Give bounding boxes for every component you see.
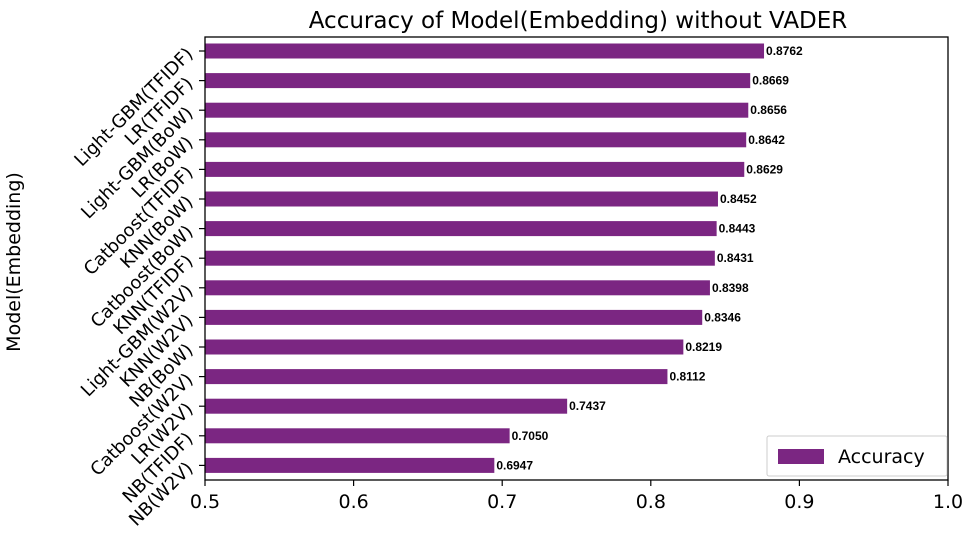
x-axis-ticks: 0.5 0.6 0.7 0.8 0.9 1.0 [190, 480, 963, 513]
chart-title: Accuracy of Model(Embedding) without VAD… [309, 8, 848, 34]
bar [205, 250, 715, 266]
bar [205, 457, 495, 473]
data-label: 0.8669 [752, 74, 789, 88]
data-label: 0.8642 [748, 133, 785, 147]
bar [205, 73, 751, 89]
y-axis-label: Model(Embedding) [3, 172, 25, 352]
legend: Accuracy [766, 435, 948, 477]
data-label: 0.8431 [717, 251, 754, 265]
legend-box [766, 435, 948, 477]
x-tick-label: 1.0 [933, 491, 963, 513]
bars-group: 0.8762 0.8669 0.8656 0.8642 0.8629 0.8452 0.84… [205, 43, 803, 473]
data-label: 0.8346 [704, 310, 741, 324]
legend-label-accuracy: Accuracy [838, 446, 925, 468]
data-label: 0.8398 [712, 281, 749, 295]
bar [205, 339, 684, 355]
bar [205, 132, 747, 148]
data-label: 0.8112 [669, 370, 705, 384]
data-label: 0.8656 [750, 103, 787, 117]
bar [205, 191, 718, 207]
y-axis-ticks: Light-GBM(TFIDF)LR(TFIDF)Light-GBM(BoW)L… [70, 44, 205, 531]
x-tick-label: 0.7 [487, 491, 517, 513]
bar [205, 221, 717, 237]
bar [205, 369, 668, 385]
data-label: 0.8762 [766, 44, 803, 58]
bar [205, 43, 765, 59]
legend-swatch [778, 449, 824, 464]
x-tick-label: 0.8 [636, 491, 666, 513]
x-tick-label: 0.9 [784, 491, 814, 513]
bar [205, 398, 568, 414]
bar [205, 102, 749, 118]
bar [205, 428, 510, 444]
data-label: 0.7437 [569, 399, 606, 413]
data-label: 0.8452 [720, 192, 757, 206]
bar [205, 309, 703, 325]
data-label: 0.8443 [719, 222, 756, 236]
data-label: 0.6947 [496, 458, 533, 472]
data-label: 0.7050 [512, 429, 549, 443]
bar [205, 161, 745, 177]
data-label: 0.8629 [746, 162, 783, 176]
x-tick-label: 0.5 [190, 491, 220, 513]
x-tick-label: 0.6 [338, 491, 368, 513]
data-label: 0.8219 [685, 340, 722, 354]
bar [205, 280, 710, 296]
